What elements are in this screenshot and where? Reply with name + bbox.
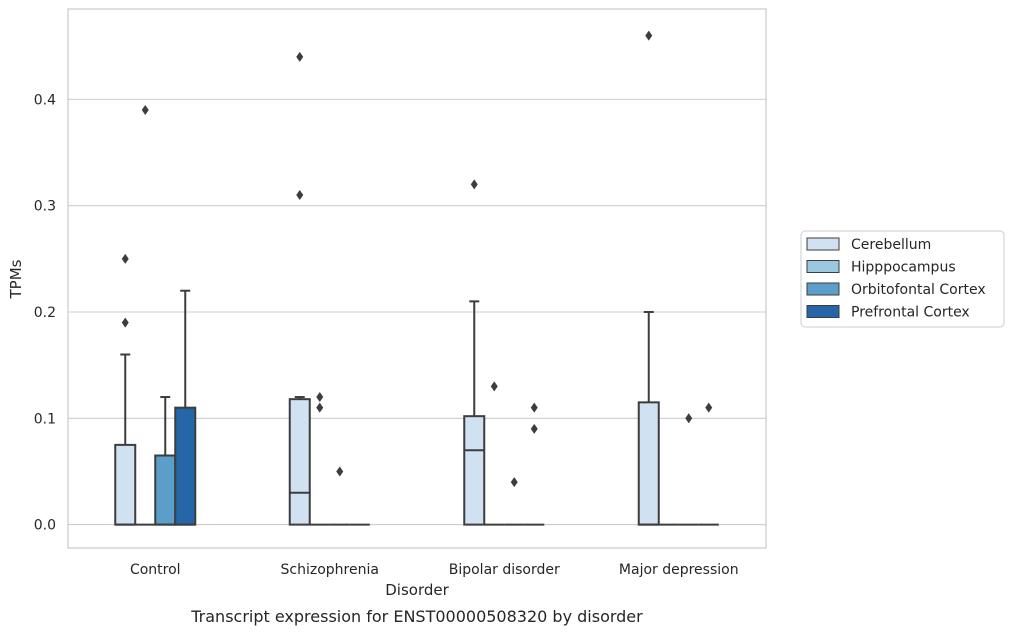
outlier-point (705, 402, 713, 413)
box-group (114, 253, 137, 526)
box-group (288, 51, 311, 526)
box-group (154, 396, 177, 526)
legend-swatch (806, 282, 840, 296)
box (114, 443, 137, 526)
x-tick-label: Schizophrenia (281, 562, 379, 578)
outlier-point (316, 392, 324, 403)
box-group (309, 392, 330, 526)
y-tick-label: 0.1 (34, 411, 56, 427)
legend: Cerebellum Hipppocampus Orbitofontal Corte… (800, 230, 1005, 328)
outlier-point (336, 466, 344, 477)
y-tick-label: 0.3 (34, 199, 56, 215)
x-tick-label: Major depression (619, 562, 739, 578)
outlier-point (121, 317, 129, 328)
outlier-point (296, 51, 304, 62)
legend-label: Hipppocampus (851, 260, 956, 276)
outlier-point (530, 423, 538, 434)
outlier-point (316, 402, 324, 413)
box-group (637, 30, 660, 526)
y-axis-title: TPMs (7, 259, 25, 299)
box (154, 454, 177, 526)
outlier-point (470, 179, 478, 190)
outlier-point (490, 381, 498, 392)
box-group (174, 289, 197, 526)
legend-box (800, 230, 1005, 328)
legend-label: Orbitofontal Cortex (851, 282, 986, 298)
box-group (135, 104, 156, 526)
box (463, 415, 486, 526)
box-group (698, 402, 719, 526)
legend-swatch (806, 305, 840, 318)
x-tick-labels: Control Schizophrenia Bipolar disorder Majo… (130, 562, 739, 578)
legend-swatch (806, 260, 840, 273)
box-group (678, 413, 699, 526)
y-tick-label: 0.2 (34, 305, 56, 321)
box-group (524, 402, 545, 526)
legend-swatch (806, 237, 840, 251)
legend-item: Hipppocampus (806, 260, 956, 276)
x-tick-label: Control (130, 562, 181, 578)
box-groups (114, 30, 719, 526)
x-tick-label: Bipolar disorder (449, 562, 560, 578)
outlier-point (510, 477, 518, 488)
box (174, 406, 197, 526)
box (637, 401, 660, 526)
legend-label: Prefrontal Cortex (851, 305, 970, 321)
chart-caption: Transcript expression for ENST0000050832… (190, 607, 643, 626)
outlier-point (121, 253, 129, 264)
box-group (504, 477, 525, 526)
y-tick-label: 0.0 (34, 518, 56, 534)
legend-item: Cerebellum (806, 237, 931, 253)
outlier-point (645, 30, 653, 41)
box-group (329, 466, 350, 526)
box (288, 398, 311, 526)
legend-item: Prefrontal Cortex (806, 305, 970, 321)
x-axis-title: Disorder (385, 581, 449, 599)
plot-frame (67, 8, 767, 549)
legend-label: Cerebellum (851, 237, 931, 253)
y-tick-label: 0.4 (34, 92, 56, 108)
outlier-point (296, 190, 304, 201)
outlier-point (141, 104, 149, 115)
box-group (484, 381, 505, 526)
outlier-point (685, 413, 693, 424)
legend-item: Orbitofontal Cortex (806, 282, 986, 298)
box-group (463, 179, 486, 526)
outlier-point (530, 402, 538, 413)
y-tick-labels: 0.0 0.1 0.2 0.3 0.4 (34, 92, 56, 533)
